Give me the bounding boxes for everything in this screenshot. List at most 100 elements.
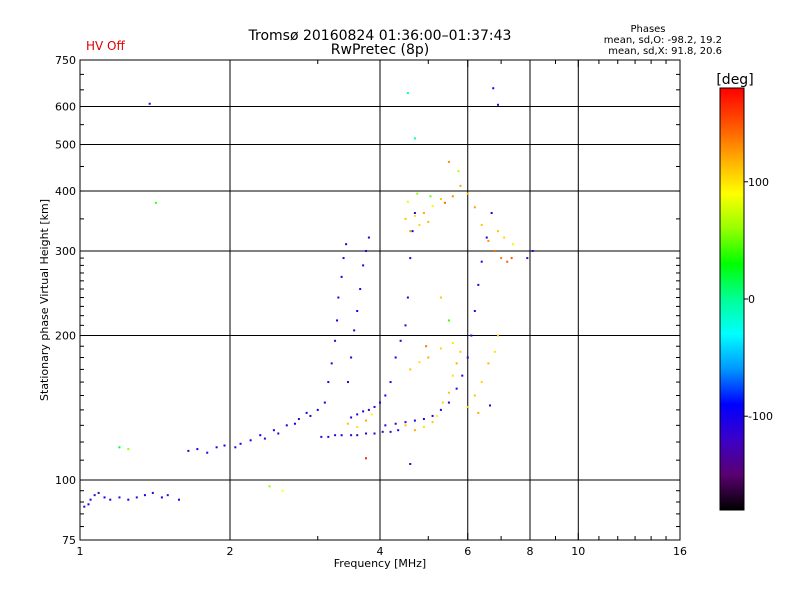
data-point bbox=[443, 201, 446, 204]
data-point bbox=[457, 170, 460, 173]
y-tick-label: 75 bbox=[62, 534, 76, 547]
data-point bbox=[418, 361, 421, 364]
data-point bbox=[496, 103, 499, 106]
data-point bbox=[422, 418, 425, 421]
data-point bbox=[427, 356, 430, 359]
data-point bbox=[83, 505, 86, 508]
data-point bbox=[93, 494, 96, 497]
data-point bbox=[431, 421, 434, 424]
data-point bbox=[89, 498, 92, 501]
stats-heading: Phases bbox=[630, 24, 665, 35]
y-axis-label: Stationary phase Virtual Height [km] bbox=[38, 199, 51, 401]
data-point bbox=[404, 421, 407, 424]
data-point bbox=[127, 448, 130, 451]
data-point bbox=[418, 223, 421, 226]
data-point bbox=[492, 87, 495, 90]
data-point bbox=[340, 275, 343, 278]
data-point bbox=[223, 444, 226, 447]
data-point bbox=[473, 309, 476, 312]
data-point bbox=[334, 434, 337, 437]
data-point bbox=[309, 414, 312, 417]
x-tick-label: 1 bbox=[77, 545, 84, 558]
data-point bbox=[381, 430, 384, 433]
data-point bbox=[353, 329, 356, 332]
data-point bbox=[127, 498, 130, 501]
data-point bbox=[447, 319, 450, 322]
data-point bbox=[526, 257, 529, 260]
data-point bbox=[409, 462, 412, 465]
data-point bbox=[461, 374, 464, 377]
data-point bbox=[356, 309, 359, 312]
chart-subtitle: RwPretec (8p) bbox=[331, 42, 429, 58]
data-point bbox=[394, 356, 397, 359]
data-point bbox=[500, 257, 503, 260]
data-point bbox=[409, 230, 412, 233]
x-tick-label: 6 bbox=[464, 545, 471, 558]
data-point bbox=[362, 264, 365, 267]
data-point bbox=[429, 195, 432, 198]
data-point bbox=[206, 451, 209, 454]
x-tick-label: 2 bbox=[227, 545, 234, 558]
data-point bbox=[439, 296, 442, 299]
data-point bbox=[356, 434, 359, 437]
data-point bbox=[506, 260, 509, 263]
data-point bbox=[384, 394, 387, 397]
data-point bbox=[406, 92, 409, 95]
data-point bbox=[470, 334, 473, 337]
chart-title: Tromsø 20160824 01:36:00–01:37:43 bbox=[248, 28, 512, 44]
data-point bbox=[320, 435, 323, 438]
data-point bbox=[439, 198, 442, 201]
data-point bbox=[409, 257, 412, 260]
data-point bbox=[416, 192, 419, 195]
data-point bbox=[459, 184, 462, 187]
x-tick-labels: 1 2 4 6 8 10 16 bbox=[77, 60, 687, 558]
data-point bbox=[154, 201, 157, 204]
data-point bbox=[480, 260, 483, 263]
data-point bbox=[143, 494, 146, 497]
x-tick-label: 8 bbox=[527, 545, 534, 558]
grid-lines bbox=[80, 60, 680, 540]
data-point bbox=[480, 223, 483, 226]
data-point bbox=[447, 160, 450, 163]
data-point bbox=[330, 362, 333, 365]
data-point bbox=[365, 457, 368, 460]
data-point bbox=[473, 394, 476, 397]
data-point bbox=[439, 408, 442, 411]
data-point bbox=[365, 250, 368, 253]
hv-status: HV Off bbox=[86, 39, 125, 53]
data-point bbox=[268, 485, 271, 488]
data-point bbox=[350, 434, 353, 437]
data-point bbox=[389, 430, 392, 433]
data-point bbox=[427, 220, 430, 223]
data-point bbox=[413, 429, 416, 432]
data-point bbox=[425, 345, 428, 348]
data-point bbox=[431, 414, 434, 417]
data-point bbox=[510, 257, 513, 260]
data-point bbox=[466, 405, 469, 408]
data-point bbox=[215, 446, 218, 449]
data-point bbox=[350, 356, 353, 359]
data-point bbox=[305, 411, 308, 414]
data-point bbox=[477, 411, 480, 414]
data-point bbox=[316, 408, 319, 411]
data-point bbox=[485, 236, 488, 239]
data-point bbox=[234, 446, 237, 449]
data-point bbox=[337, 296, 340, 299]
data-point bbox=[160, 496, 163, 499]
data-point bbox=[496, 334, 499, 337]
data-point bbox=[109, 498, 112, 501]
colorbar-tick-label: 0 bbox=[748, 293, 755, 306]
data-point bbox=[285, 424, 288, 427]
data-point bbox=[281, 489, 284, 492]
data-point bbox=[487, 362, 490, 365]
data-point bbox=[272, 429, 275, 432]
data-point bbox=[503, 236, 506, 239]
data-point bbox=[413, 137, 416, 140]
stats-line-2: mean, sd,X: 91.8, 20.6 bbox=[608, 46, 722, 57]
data-point bbox=[413, 212, 416, 215]
data-point bbox=[413, 419, 416, 422]
data-point bbox=[477, 283, 480, 286]
data-points bbox=[83, 87, 534, 508]
data-point bbox=[135, 496, 138, 499]
colorbar-tick-label: -100 bbox=[748, 410, 773, 423]
